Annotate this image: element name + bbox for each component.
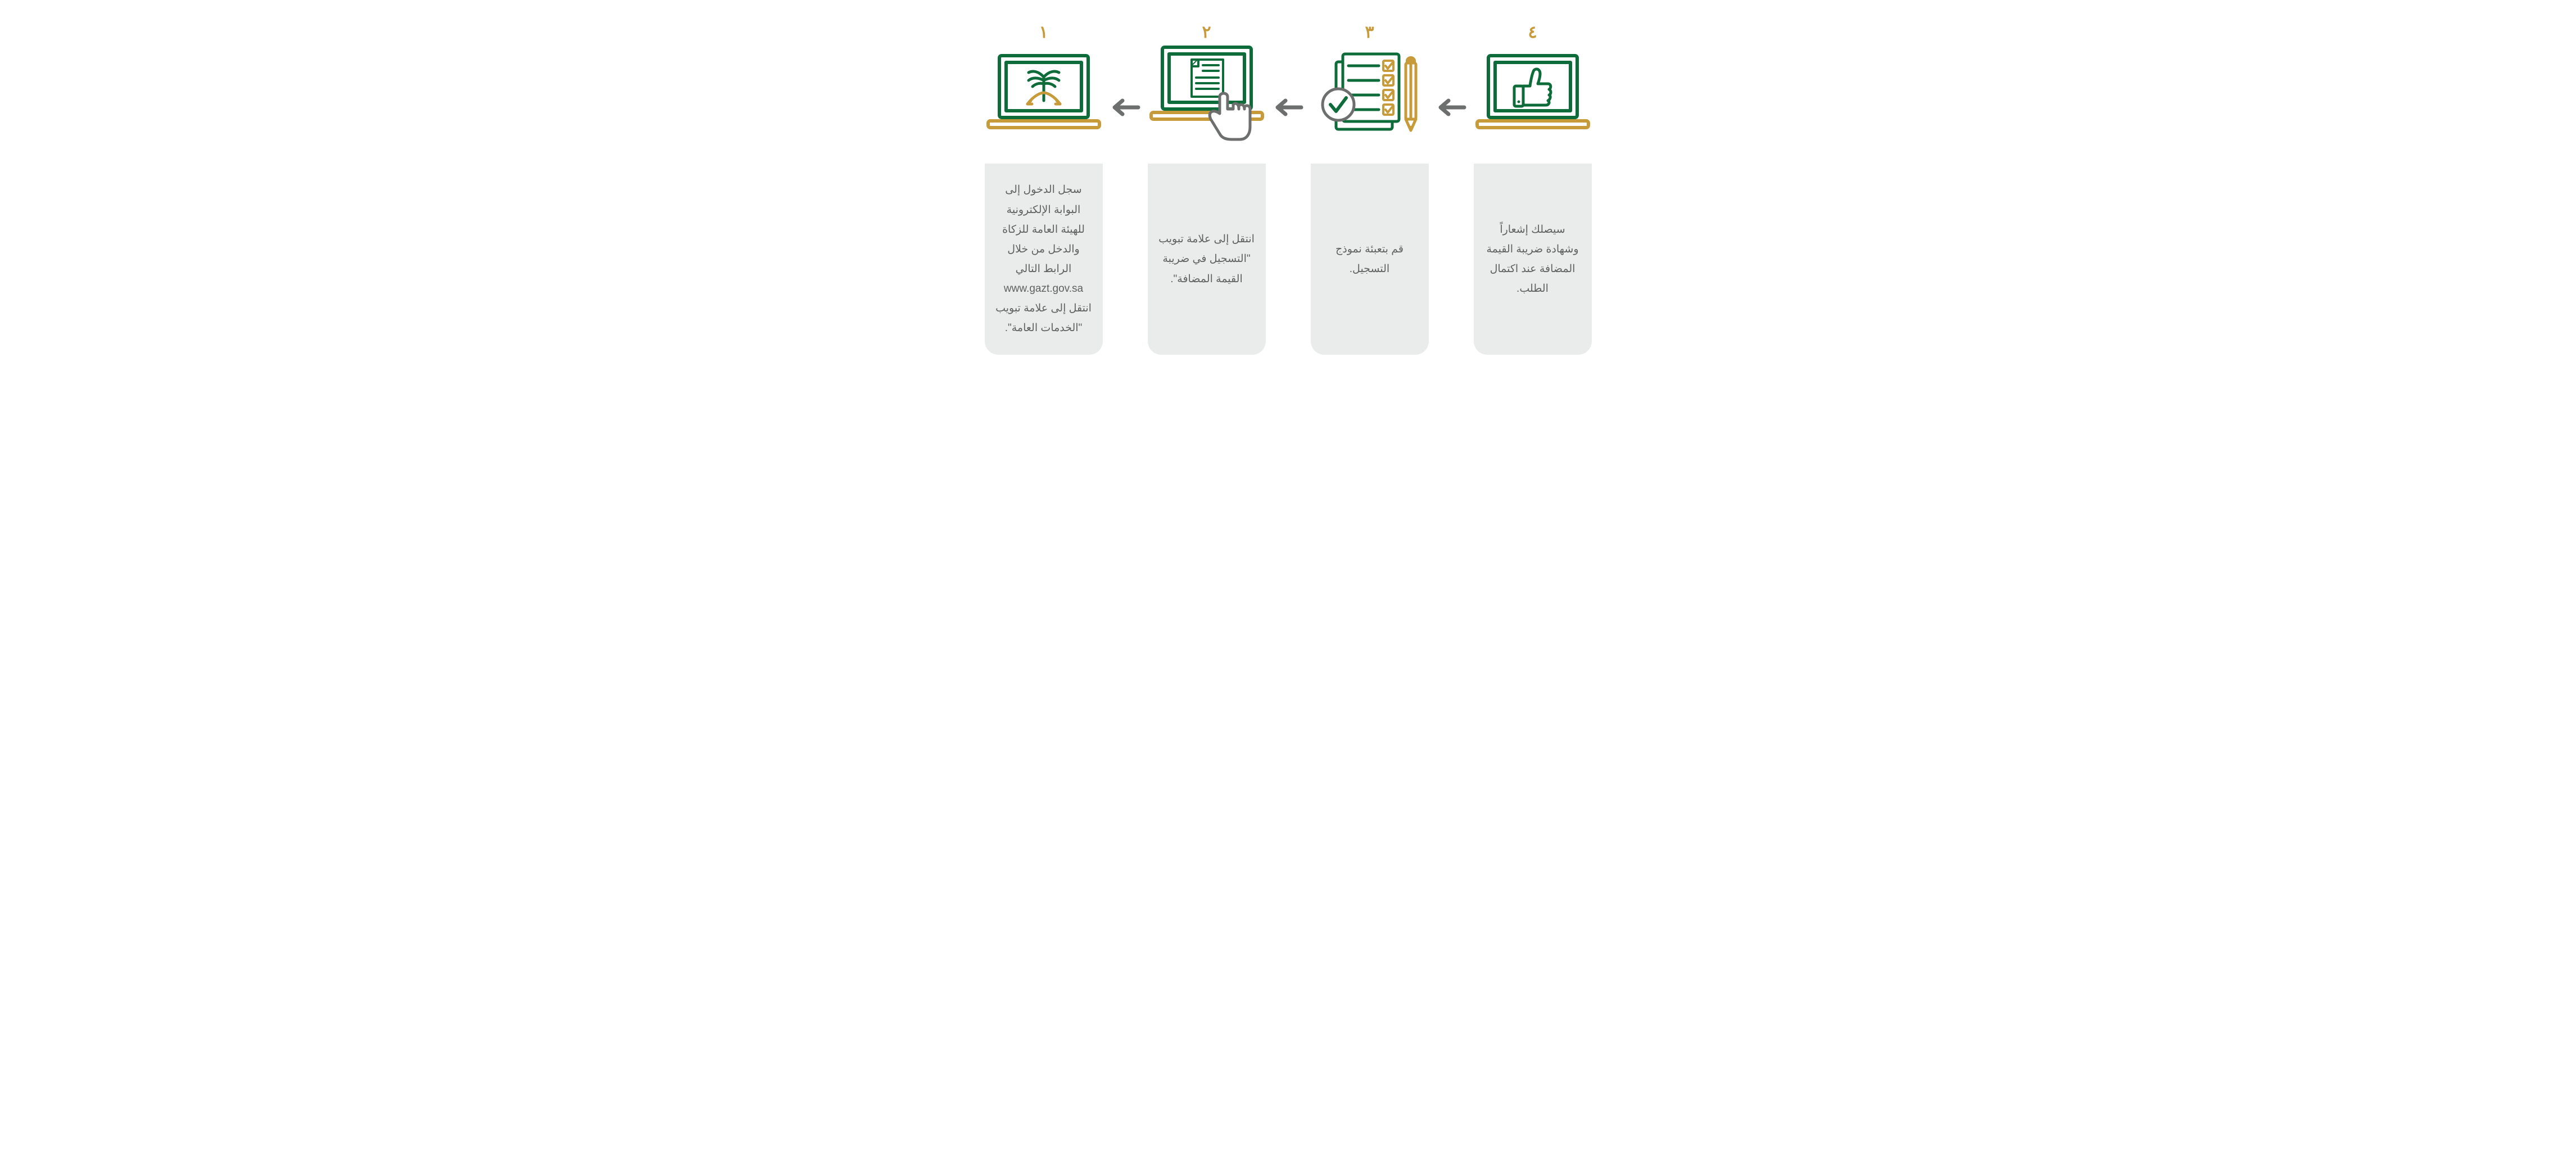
step-4-description: سيصلك إشعاراً وشهادة ضريبة القيمة المضاف…	[1474, 164, 1592, 355]
step-1-number: ١	[1039, 22, 1048, 42]
laptop-logo-icon	[982, 46, 1106, 141]
laptop-thumbsup-icon	[1471, 46, 1595, 141]
step-4: ٤ سيصلك إشعاراً وشهادة ضريبة القيمة المض…	[1468, 22, 1597, 355]
laptop-click-doc-icon	[1145, 46, 1269, 141]
checklist-pencil-icon	[1308, 46, 1432, 141]
step-1: ١	[979, 22, 1108, 355]
step-1-description: سجل الدخول إلى البوابة الإلكترونية للهيئ…	[985, 164, 1103, 355]
arrow-2-to-3	[1271, 43, 1305, 172]
step-2-description: انتقل إلى علامة تبويب "التسجيل في ضريبة …	[1148, 164, 1266, 355]
step-3: ٣	[1305, 22, 1434, 355]
step-3-description: قم بتعبئة نموذج التسجيل.	[1311, 164, 1429, 355]
step-4-number: ٤	[1528, 22, 1537, 42]
arrow-3-to-4	[1434, 43, 1468, 172]
step-2: ٢	[1142, 22, 1271, 355]
arrow-1-to-2	[1108, 43, 1142, 172]
step-2-number: ٢	[1202, 22, 1211, 42]
step-3-number: ٣	[1365, 22, 1374, 42]
process-flow: ١	[979, 22, 1597, 355]
